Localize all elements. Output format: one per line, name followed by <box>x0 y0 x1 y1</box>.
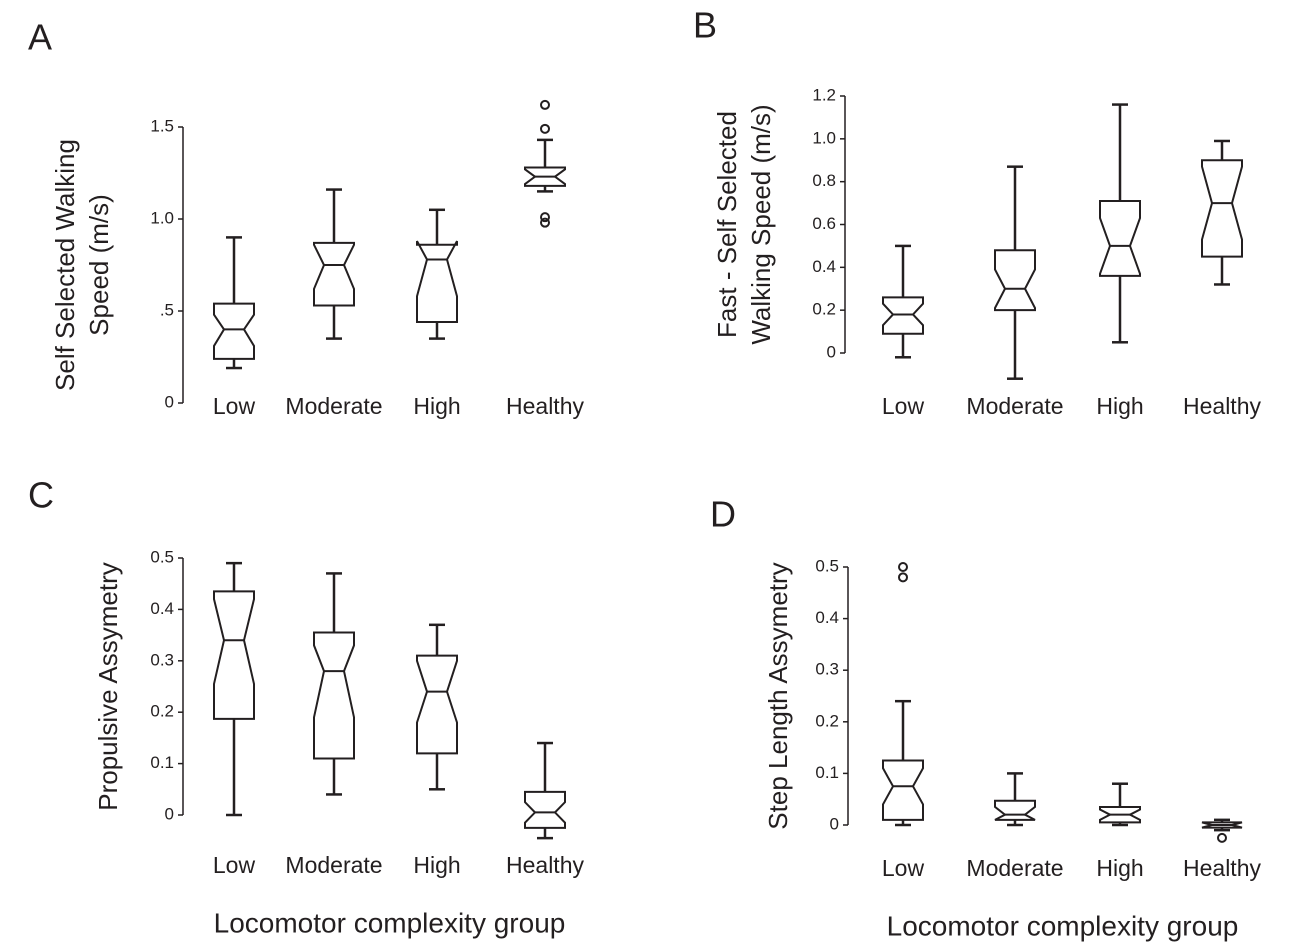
x-tick-label: High <box>1096 855 1143 881</box>
y-tick-label: 0.5 <box>815 556 839 575</box>
x-tick-label: Moderate <box>966 855 1063 881</box>
y-tick-label: 1.0 <box>812 128 836 147</box>
panel-label: C <box>28 475 54 516</box>
y-tick-label: 0 <box>165 392 174 411</box>
notched-box <box>882 759 924 821</box>
notched-box <box>994 249 1036 312</box>
panel-label: D <box>710 494 736 535</box>
y-tick-label: 0.4 <box>812 257 836 276</box>
outlier <box>898 562 908 572</box>
notched-box <box>213 590 255 720</box>
x-tick-label: Healthy <box>1183 855 1261 881</box>
y-axis-label: Walking Speed (m/s) <box>746 104 776 344</box>
notched-box <box>1099 805 1141 824</box>
outlier <box>540 123 550 134</box>
notched-box <box>416 654 458 755</box>
y-axis-label: Speed (m/s) <box>84 194 114 336</box>
x-tick-label: Low <box>882 855 925 881</box>
panel-label: A <box>28 17 52 58</box>
y-tick-label: 0.4 <box>815 608 839 627</box>
notched-box <box>1201 159 1243 258</box>
notched-box <box>524 166 566 187</box>
y-tick-label: 0.8 <box>812 171 836 190</box>
y-tick-label: 0.2 <box>815 711 839 730</box>
y-tick-label: 0.2 <box>150 702 174 721</box>
outlier <box>540 99 550 110</box>
x-tick-label: Healthy <box>506 852 584 878</box>
y-tick-label: 1.2 <box>812 85 836 104</box>
y-tick-label: 0.3 <box>815 660 839 679</box>
x-tick-label: High <box>1096 393 1143 419</box>
outlier <box>540 217 550 228</box>
x-axis-label: Locomotor complexity group <box>887 910 1239 941</box>
y-tick-label: 0 <box>165 804 174 823</box>
y-tick-label: 0.6 <box>812 214 836 233</box>
y-tick-label: 0.4 <box>150 599 174 618</box>
notched-box <box>313 631 355 760</box>
x-tick-label: Low <box>882 393 925 419</box>
x-tick-label: High <box>413 393 460 419</box>
x-tick-label: High <box>413 852 460 878</box>
x-tick-label: Healthy <box>506 393 584 419</box>
notched-box <box>213 302 255 360</box>
y-tick-label: 0.1 <box>815 763 839 782</box>
x-tick-label: Moderate <box>285 393 382 419</box>
x-tick-label: Healthy <box>1183 393 1261 419</box>
outlier <box>898 572 908 583</box>
notched-box <box>882 296 924 335</box>
y-axis-label: Fast - Self Selected <box>712 111 742 338</box>
notched-box <box>313 241 355 307</box>
x-tick-label: Moderate <box>966 393 1063 419</box>
y-tick-label: 0.5 <box>150 547 174 566</box>
y-tick-label: 1.5 <box>150 116 174 135</box>
y-tick-label: 0 <box>827 342 836 361</box>
y-tick-label: 0.1 <box>150 753 174 772</box>
y-axis-label: Propulsive Assymetry <box>93 562 123 811</box>
x-tick-label: Low <box>213 393 256 419</box>
notched-box <box>994 799 1036 821</box>
notched-box <box>416 240 458 324</box>
y-tick-label: 0.2 <box>812 300 836 319</box>
x-axis-label: Locomotor complexity group <box>214 907 566 938</box>
y-tick-label: .5 <box>160 300 174 319</box>
y-tick-label: 0 <box>830 814 839 833</box>
notched-box <box>1099 199 1141 277</box>
outlier <box>540 212 550 223</box>
y-axis-label: Self Selected Walking <box>50 139 80 391</box>
y-tick-label: 0.3 <box>150 650 174 669</box>
outlier <box>1217 832 1227 843</box>
x-tick-label: Low <box>213 852 256 878</box>
panel-label: B <box>693 5 717 46</box>
notched-box <box>524 790 566 829</box>
y-axis-label: Step Length Assymetry <box>763 562 793 829</box>
y-tick-label: 1.0 <box>150 208 174 227</box>
x-tick-label: Moderate <box>285 852 382 878</box>
